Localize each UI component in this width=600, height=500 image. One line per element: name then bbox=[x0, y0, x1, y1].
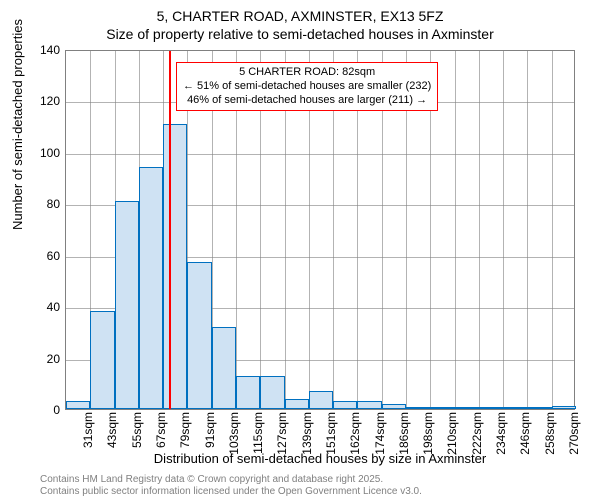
footer-credits: Contains HM Land Registry data © Crown c… bbox=[40, 474, 422, 498]
x-tick-label: 79sqm bbox=[178, 412, 192, 448]
histogram-bar bbox=[479, 407, 503, 409]
histogram-bar bbox=[163, 124, 187, 409]
histogram-bar bbox=[309, 391, 333, 409]
histogram-bar bbox=[552, 406, 576, 409]
histogram-bar bbox=[187, 262, 211, 409]
histogram-bar bbox=[430, 407, 454, 409]
x-tick-label: 103sqm bbox=[227, 412, 241, 455]
y-axis-label: Number of semi-detached properties bbox=[10, 19, 25, 230]
x-tick-label: 234sqm bbox=[494, 412, 508, 455]
y-tick-label: 80 bbox=[30, 197, 60, 211]
x-tick-label: 67sqm bbox=[154, 412, 168, 448]
y-tick-label: 100 bbox=[30, 146, 60, 160]
y-tick-label: 120 bbox=[30, 94, 60, 108]
histogram-bar bbox=[503, 407, 527, 409]
x-tick-label: 139sqm bbox=[300, 412, 314, 455]
y-tick-label: 40 bbox=[30, 300, 60, 314]
histogram-bar bbox=[382, 404, 406, 409]
histogram-bar bbox=[285, 399, 309, 409]
histogram-bar bbox=[357, 401, 381, 409]
x-tick-label: 258sqm bbox=[543, 412, 557, 455]
chart-title: 5, CHARTER ROAD, AXMINSTER, EX13 5FZ bbox=[0, 8, 600, 24]
annotation-line: 46% of semi-detached houses are larger (… bbox=[183, 94, 431, 108]
x-tick-label: 162sqm bbox=[348, 412, 362, 455]
x-tick-label: 31sqm bbox=[81, 412, 95, 448]
x-tick-label: 127sqm bbox=[275, 412, 289, 455]
x-tick-label: 246sqm bbox=[518, 412, 532, 455]
gridline-vertical bbox=[479, 51, 480, 409]
histogram-bar bbox=[212, 327, 236, 409]
histogram-bar bbox=[406, 407, 430, 409]
title-block: 5, CHARTER ROAD, AXMINSTER, EX13 5FZ Siz… bbox=[0, 8, 600, 42]
histogram-bar bbox=[90, 311, 114, 409]
gridline-vertical bbox=[503, 51, 504, 409]
reference-line bbox=[169, 51, 171, 409]
footer-line-2: Contains public sector information licen… bbox=[40, 486, 422, 498]
x-tick-label: 115sqm bbox=[251, 412, 265, 454]
gridline-vertical bbox=[552, 51, 553, 409]
histogram-bar bbox=[139, 167, 163, 409]
histogram-bar bbox=[260, 376, 284, 409]
annotation-line: 5 CHARTER ROAD: 82sqm bbox=[183, 66, 431, 80]
x-tick-label: 198sqm bbox=[421, 412, 435, 455]
x-axis-label: Distribution of semi-detached houses by … bbox=[65, 451, 575, 466]
histogram-bar bbox=[333, 401, 357, 409]
x-tick-label: 91sqm bbox=[203, 412, 217, 448]
gridline-horizontal bbox=[66, 154, 574, 155]
histogram-bar bbox=[527, 407, 551, 409]
histogram-bar bbox=[115, 201, 139, 409]
y-tick-label: 140 bbox=[30, 43, 60, 57]
footer-line-1: Contains HM Land Registry data © Crown c… bbox=[40, 474, 422, 486]
y-tick-label: 0 bbox=[30, 403, 60, 417]
y-tick-label: 20 bbox=[30, 352, 60, 366]
x-tick-label: 55sqm bbox=[130, 412, 144, 448]
x-tick-label: 186sqm bbox=[397, 412, 411, 455]
histogram-bar bbox=[455, 407, 479, 409]
histogram-bar bbox=[236, 376, 260, 409]
x-tick-label: 222sqm bbox=[470, 412, 484, 455]
plot-area: 5 CHARTER ROAD: 82sqm← 51% of semi-detac… bbox=[65, 50, 575, 410]
chart-subtitle: Size of property relative to semi-detach… bbox=[0, 26, 600, 42]
gridline-vertical bbox=[527, 51, 528, 409]
histogram-bar bbox=[66, 401, 90, 409]
x-tick-label: 43sqm bbox=[105, 412, 119, 448]
x-tick-label: 210sqm bbox=[445, 412, 459, 455]
chart-container: 5, CHARTER ROAD, AXMINSTER, EX13 5FZ Siz… bbox=[0, 0, 600, 500]
x-tick-label: 270sqm bbox=[567, 412, 581, 455]
annotation-line: ← 51% of semi-detached houses are smalle… bbox=[183, 80, 431, 94]
annotation-box: 5 CHARTER ROAD: 82sqm← 51% of semi-detac… bbox=[176, 62, 438, 111]
gridline-vertical bbox=[455, 51, 456, 409]
y-tick-label: 60 bbox=[30, 249, 60, 263]
x-tick-label: 174sqm bbox=[373, 412, 387, 455]
x-tick-label: 151sqm bbox=[324, 412, 338, 455]
